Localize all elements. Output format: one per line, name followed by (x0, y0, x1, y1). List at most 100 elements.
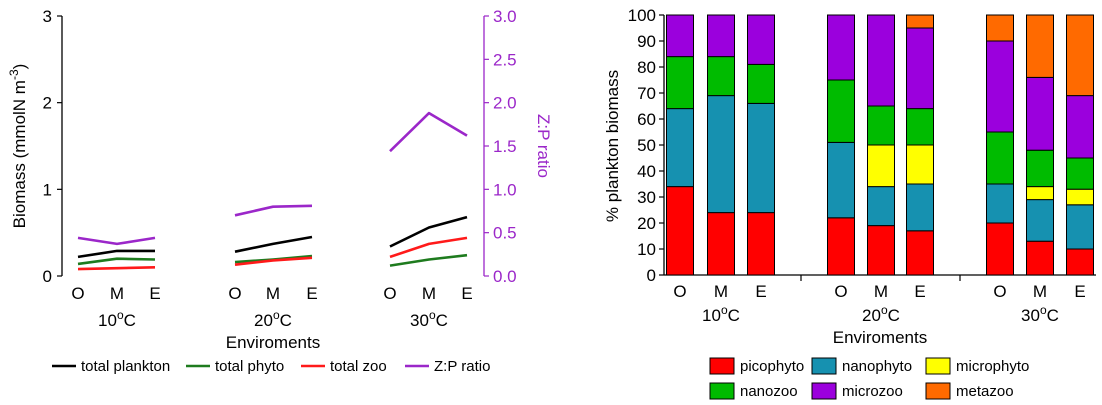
series-line-total-zoo (77, 266, 156, 271)
y-tick-label: 100 (628, 6, 656, 25)
y-tick-label: 50 (637, 136, 656, 155)
x-axis-label: Enviroments (226, 333, 320, 352)
bar-segment-nanophyto (867, 186, 895, 227)
y-tick-label: 70 (637, 84, 656, 103)
x-category-label: E (306, 284, 317, 303)
bar-segment-nanophyto (827, 141, 855, 219)
x-category-label: E (914, 282, 925, 301)
series-line-total-phyto (77, 257, 156, 266)
x-category-label: O (228, 284, 241, 303)
legend-label: microphyto (956, 358, 1029, 375)
bar-segment-picophyto (707, 212, 735, 276)
legend-label: microzoo (842, 383, 903, 400)
y-tick-label: 10 (637, 240, 656, 259)
bar-segment-nanophyto (1026, 199, 1054, 242)
x-category-label: E (755, 282, 766, 301)
x-category-label: E (1074, 282, 1085, 301)
y-tick-label: 90 (637, 32, 656, 51)
y-tick-label: 40 (637, 162, 656, 181)
legend-swatch-picophyto (709, 357, 735, 375)
bar-segment-nanozoo (906, 108, 934, 146)
x-category-label: O (383, 284, 396, 303)
legend-label: metazoo (956, 383, 1014, 400)
legend-label: nanophyto (842, 358, 912, 375)
y2-axis-label: Z:P ratio (534, 114, 553, 178)
bar-segment-metazoo (1066, 14, 1094, 97)
bar-segment-nanozoo (867, 105, 895, 146)
y-axis-label: Biomass (mmolN m-3) (7, 64, 29, 229)
series-line-total-plankton (77, 249, 155, 259)
y2-tick-label: 2.5 (493, 50, 517, 69)
legend-swatch-nanozoo (709, 382, 735, 400)
bar-segment-metazoo (986, 14, 1014, 42)
x-group-label: 30oC (1021, 303, 1059, 325)
x-category-label: E (461, 284, 472, 303)
x-group-label: 30oC (410, 308, 448, 330)
x-category-label: M (422, 284, 436, 303)
series-line-total-zoo (234, 256, 313, 266)
bar-segment-microzoo (1066, 95, 1094, 159)
bar-segment-microzoo (827, 14, 855, 81)
bar-segment-nanophyto (986, 183, 1014, 224)
bar-segment-microzoo (986, 40, 1014, 133)
legend-label: picophyto (740, 358, 804, 375)
x-category-label: O (834, 282, 847, 301)
series-line-total-plankton (389, 215, 468, 248)
x-category-label: M (1033, 282, 1047, 301)
legend-swatch-microzoo (811, 382, 837, 400)
x-category-label: M (874, 282, 888, 301)
series-line-z-p-ratio (389, 111, 468, 153)
bar-segment-picophyto (827, 217, 855, 276)
y-tick-label: 0 (43, 267, 52, 286)
bar-segment-microphyto (867, 144, 895, 188)
bar-segment-nanozoo (827, 79, 855, 143)
y-axis-label: % plankton biomass (603, 70, 622, 222)
x-category-label: M (714, 282, 728, 301)
y2-tick-label: 0.0 (493, 267, 517, 286)
legend-label: total zoo (330, 358, 387, 375)
y-tick-label: 60 (637, 110, 656, 129)
right-stacked-bar-chart: 0 10 20 30 40 50 60 70 80 90 100 % plankton biomass… (603, 6, 1096, 400)
bar-segment-nanozoo (747, 63, 775, 104)
bar-segment-nanozoo (1066, 157, 1094, 190)
bar-segment-microzoo (747, 14, 775, 65)
y2-tick-label: 0.5 (493, 224, 517, 243)
y2-tick-label: 1.5 (493, 137, 517, 156)
bar-segment-microzoo (707, 14, 735, 58)
legend-swatch-nanophyto (811, 357, 837, 375)
y-tick-label: 20 (637, 214, 656, 233)
x-category-label: E (149, 284, 160, 303)
series-line-z-p-ratio (77, 236, 156, 246)
legend-label: total plankton (81, 358, 170, 375)
y-tick-label: 2 (43, 94, 52, 113)
x-axis-label: Enviroments (833, 328, 927, 347)
bar-segment-microphyto (906, 144, 934, 185)
bar-segment-picophyto (906, 230, 934, 276)
legend-label: nanozoo (740, 383, 798, 400)
bar-segment-picophyto (666, 186, 694, 276)
y2-tick-label: 3.0 (493, 7, 517, 26)
legend-label: total phyto (215, 358, 284, 375)
bar-segment-picophyto (867, 225, 895, 276)
bar-segment-microzoo (1026, 76, 1054, 151)
legend-swatch-metazoo (925, 382, 951, 400)
bar-segment-nanophyto (1066, 204, 1094, 250)
y-tick-label: 3 (43, 7, 52, 26)
y-tick-label: 0 (647, 266, 656, 285)
bar-segment-nanozoo (1026, 149, 1054, 188)
legend-swatch-microphyto (925, 357, 951, 375)
bar-segment-picophyto (986, 222, 1014, 276)
x-group-label: 10oC (98, 308, 136, 330)
bar-segment-metazoo (906, 14, 934, 29)
bar-segment-picophyto (1066, 248, 1094, 276)
bar-segment-microzoo (906, 27, 934, 110)
x-category-label: M (266, 284, 280, 303)
bar-segment-microphyto (1026, 186, 1054, 201)
y2-tick-label: 2.0 (493, 94, 517, 113)
bar-segment-nanophyto (906, 183, 934, 232)
bar-segment-picophyto (1026, 240, 1054, 276)
x-category-label: O (993, 282, 1006, 301)
bar-segment-nanozoo (707, 56, 735, 97)
x-group-label: 20oC (862, 303, 900, 325)
